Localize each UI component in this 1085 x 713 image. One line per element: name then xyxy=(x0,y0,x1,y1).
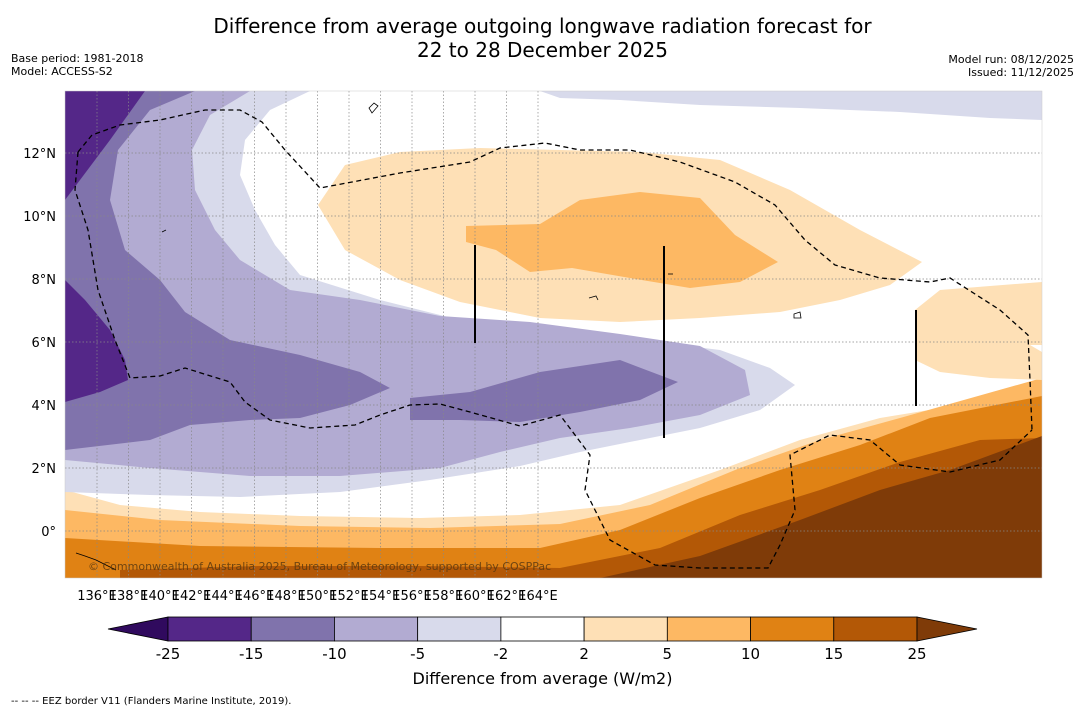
region-dark-purple xyxy=(65,91,145,200)
colorbar-swatch xyxy=(750,616,835,642)
colorbar-extend-low xyxy=(107,616,169,642)
colorbar-tick-label: -5 xyxy=(410,645,426,663)
region-dark-purple-west xyxy=(65,280,128,402)
longitude-label: 162°E xyxy=(487,589,527,604)
longitude-label: 160°E xyxy=(455,589,495,604)
colorbar-tick-label: -2 xyxy=(493,645,509,663)
base-period: Base period: 1981-2018 xyxy=(11,52,144,65)
colorbar-swatch xyxy=(417,616,502,642)
colorbar-tick-label: 10 xyxy=(741,645,761,663)
colorbar-swatch xyxy=(666,616,751,642)
colorbar-label: Difference from average (W/m2) xyxy=(412,669,673,688)
longitude-label: 144°E xyxy=(203,589,243,604)
longitude-label: 154°E xyxy=(361,589,401,604)
colorbar-swatch xyxy=(167,616,252,642)
issued-date: Issued: 11/12/2025 xyxy=(967,66,1074,79)
map-plot-area: © Commonwealth of Australia 2025, Bureau… xyxy=(65,91,1042,578)
latitude-label: 4°N xyxy=(32,399,57,414)
longitude-label: 156°E xyxy=(392,589,432,604)
longitude-label: 140°E xyxy=(140,589,180,604)
latitude-label: 6°N xyxy=(32,336,57,351)
region-east-light-orange xyxy=(915,282,1042,380)
meta-left: Base period: 1981-2018 Model: ACCESS-S2 xyxy=(11,52,143,78)
longitude-label: 152°E xyxy=(329,589,369,604)
vertical-markers xyxy=(474,245,917,438)
colorbar-extend-high xyxy=(916,616,978,642)
colorbar-tick-label: 2 xyxy=(579,645,589,663)
colorbar-swatch xyxy=(334,616,419,642)
map-frame xyxy=(64,90,1043,579)
footnote: -- -- -- EEZ border V11 (Flanders Marine… xyxy=(11,696,292,707)
region-light-purple-top xyxy=(540,91,1042,120)
colorbar-tick-label: 25 xyxy=(907,645,927,663)
longitude-label: 146°E xyxy=(235,589,275,604)
title-line-2: 22 to 28 December 2025 xyxy=(416,38,668,62)
longitude-label: 164°E xyxy=(518,589,558,604)
longitude-labels: 136°E138°E140°E142°E144°E146°E148°E150°E… xyxy=(77,589,558,604)
eez-borders xyxy=(74,109,1033,569)
colorbar-swatch xyxy=(833,616,918,642)
latitude-label: 2°N xyxy=(32,462,57,477)
colorbar-tick-label: 5 xyxy=(662,645,673,663)
longitude-label: 150°E xyxy=(298,589,338,604)
title-line-1: Difference from average outgoing longwav… xyxy=(213,14,872,38)
longitude-label: 142°E xyxy=(172,589,212,604)
chart-title: Difference from average outgoing longwav… xyxy=(0,14,1085,62)
colorbar-tick-label: 15 xyxy=(824,645,844,663)
graticule xyxy=(65,91,1042,578)
latitude-label: 8°N xyxy=(32,273,57,288)
colorbar-tick-label: -25 xyxy=(155,645,181,663)
colorbar-tick-label: -15 xyxy=(238,645,264,663)
latitude-labels: 12°N 10°N 8°N 6°N 4°N 2°N 0° xyxy=(23,147,56,540)
region-purple xyxy=(65,91,390,450)
latitude-label: 12°N xyxy=(23,147,56,162)
colorbar-swatch xyxy=(250,616,335,642)
colorbar-swatch xyxy=(583,616,668,642)
longitude-label: 158°E xyxy=(424,589,464,604)
colorbar xyxy=(107,616,978,642)
model-run: Model run: 08/12/2025 xyxy=(948,53,1074,66)
region-band-dark-brown xyxy=(600,436,1042,578)
colorbar-tick-label: -10 xyxy=(322,645,347,663)
longitude-label: 148°E xyxy=(266,589,306,604)
latitude-label: 10°N xyxy=(23,210,56,225)
longitude-label: 136°E xyxy=(77,589,117,604)
model-name: Model: ACCESS-S2 xyxy=(11,65,113,78)
islands xyxy=(75,102,802,571)
longitude-label: 138°E xyxy=(109,589,149,604)
latitude-label: 0° xyxy=(41,525,56,540)
region-purple-east xyxy=(410,360,678,422)
copyright-text: © Commonwealth of Australia 2025, Bureau… xyxy=(88,560,551,573)
colorbar-swatch xyxy=(500,616,585,642)
meta-right: Model run: 08/12/2025 Issued: 11/12/2025 xyxy=(948,53,1074,79)
